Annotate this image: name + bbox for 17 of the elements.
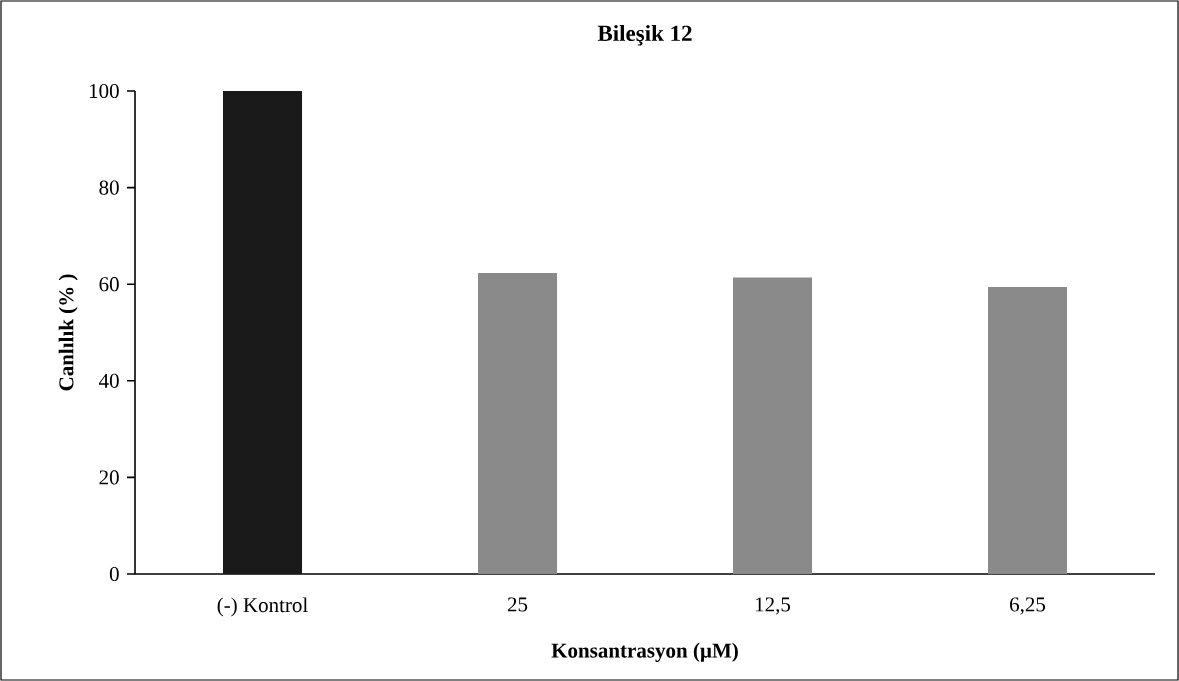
y-axis-title: Canlılık (% ) [58,274,78,391]
bar [987,287,1068,574]
y-tick-label: 20 [99,470,119,485]
chart-title: Bileşik 12 [597,24,692,46]
bar [477,273,558,574]
y-tick-label: 60 [99,277,119,292]
x-tick-label: 12,5 [755,597,791,615]
y-tick-label: 80 [99,180,119,195]
bar [732,277,813,574]
y-tick-label: 40 [99,373,119,388]
x-tick-label: 6,25 [1010,597,1046,615]
bar [222,91,303,574]
y-tick-label: 100 [89,83,119,99]
x-tick-label: 25 [507,597,528,612]
x-axis-title: Konsantrasyon (µM) [551,642,738,662]
y-tick-label: 0 [109,566,119,582]
x-tick-label: (-) Kontrol [217,597,308,617]
